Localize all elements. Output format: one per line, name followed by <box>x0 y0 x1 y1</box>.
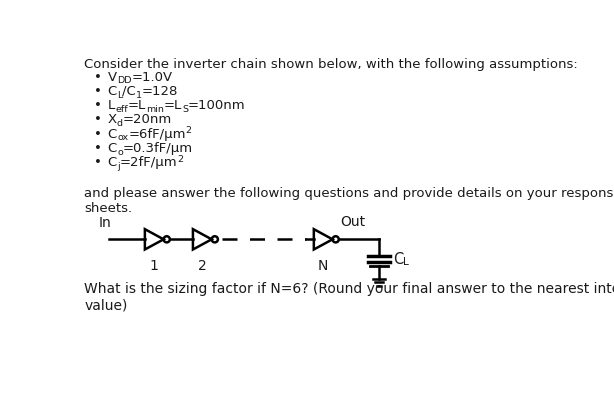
Text: and please answer the following questions and provide details on your response
s: and please answer the following question… <box>85 187 614 214</box>
Text: =128: =128 <box>142 85 179 98</box>
Text: 1: 1 <box>136 91 142 100</box>
Text: S: S <box>182 105 188 114</box>
Text: j: j <box>117 162 120 171</box>
Text: =L: =L <box>128 99 146 112</box>
Text: Consider the inverter chain shown below, with the following assumptions:: Consider the inverter chain shown below,… <box>85 58 578 71</box>
Text: ox: ox <box>117 133 128 142</box>
Text: eff: eff <box>115 105 128 114</box>
Text: min: min <box>146 105 164 114</box>
Text: C: C <box>107 156 117 169</box>
Text: What is the sizing factor if N=6? (Round your final answer to the nearest intege: What is the sizing factor if N=6? (Round… <box>85 282 614 312</box>
Text: C: C <box>107 128 117 141</box>
Text: In: In <box>98 216 111 230</box>
Text: =L: =L <box>164 99 182 112</box>
Text: =1.0V: =1.0V <box>131 71 173 84</box>
Text: C: C <box>393 252 403 267</box>
Text: =2fF/μm: =2fF/μm <box>120 156 177 169</box>
Text: C: C <box>107 142 117 155</box>
Text: =100nm: =100nm <box>188 99 246 112</box>
Text: Out: Out <box>340 214 365 229</box>
Text: /C: /C <box>122 85 136 98</box>
Text: •: • <box>94 99 102 112</box>
Text: •: • <box>94 128 102 141</box>
Text: DD: DD <box>117 77 131 85</box>
Text: 2: 2 <box>185 127 192 135</box>
Text: 2: 2 <box>177 155 183 164</box>
Text: •: • <box>94 71 102 84</box>
Text: =0.3fF/μm: =0.3fF/μm <box>123 142 193 155</box>
Text: •: • <box>94 113 102 127</box>
Text: =6fF/μm: =6fF/μm <box>128 128 185 141</box>
Text: o: o <box>117 147 123 157</box>
Text: L: L <box>117 91 122 100</box>
Text: =20nm: =20nm <box>123 113 172 127</box>
Text: V: V <box>107 71 117 84</box>
Text: •: • <box>94 156 102 169</box>
Text: •: • <box>94 142 102 155</box>
Text: L: L <box>107 99 115 112</box>
Text: •: • <box>94 85 102 98</box>
Text: X: X <box>107 113 117 127</box>
Text: d: d <box>117 119 123 128</box>
Text: C: C <box>107 85 117 98</box>
Text: 1: 1 <box>150 259 158 273</box>
Text: L: L <box>403 257 409 267</box>
Text: N: N <box>318 259 328 273</box>
Text: 2: 2 <box>198 259 207 273</box>
